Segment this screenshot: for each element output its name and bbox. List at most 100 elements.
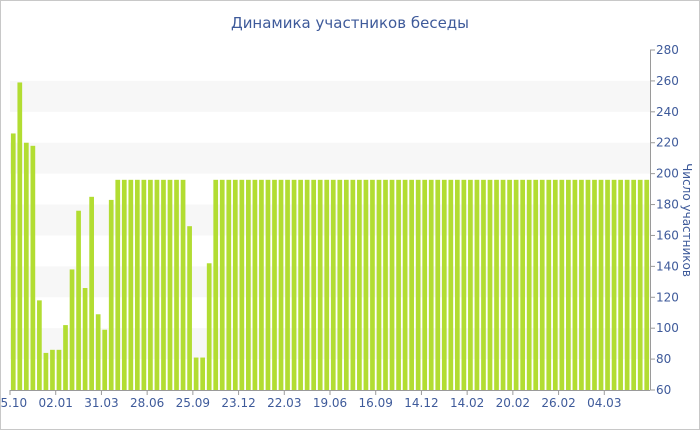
bar[interactable] bbox=[494, 179, 499, 390]
bar[interactable] bbox=[468, 179, 473, 390]
bar[interactable] bbox=[239, 179, 245, 390]
bar[interactable] bbox=[252, 179, 258, 390]
bar[interactable] bbox=[415, 179, 421, 390]
bar[interactable] bbox=[520, 179, 526, 390]
bar[interactable] bbox=[500, 179, 506, 390]
bar[interactable] bbox=[644, 179, 650, 390]
bar[interactable] bbox=[376, 179, 382, 390]
bar[interactable] bbox=[637, 179, 643, 390]
bar[interactable] bbox=[317, 179, 323, 390]
bar[interactable] bbox=[428, 179, 434, 390]
bar[interactable] bbox=[180, 179, 186, 390]
bar[interactable] bbox=[383, 179, 388, 390]
bar[interactable] bbox=[363, 179, 369, 390]
bar[interactable] bbox=[200, 357, 206, 390]
bar[interactable] bbox=[141, 179, 147, 390]
bar[interactable] bbox=[23, 142, 29, 390]
bar[interactable] bbox=[121, 179, 127, 390]
bar[interactable] bbox=[128, 179, 134, 390]
bar[interactable] bbox=[82, 288, 88, 390]
bar[interactable] bbox=[134, 179, 140, 390]
bar[interactable] bbox=[108, 199, 114, 390]
bar[interactable] bbox=[402, 179, 408, 390]
bar[interactable] bbox=[95, 314, 101, 390]
bar[interactable] bbox=[618, 179, 623, 390]
bar[interactable] bbox=[572, 179, 578, 390]
bar[interactable] bbox=[167, 179, 173, 390]
bar[interactable] bbox=[89, 196, 94, 390]
bar[interactable] bbox=[448, 179, 454, 390]
x-tick-label: 05.10 bbox=[0, 396, 27, 410]
bar[interactable] bbox=[461, 179, 467, 390]
bar[interactable] bbox=[311, 179, 317, 390]
bar[interactable] bbox=[409, 179, 414, 390]
bar[interactable] bbox=[10, 133, 16, 391]
bar[interactable] bbox=[232, 179, 238, 390]
bar[interactable] bbox=[187, 226, 192, 390]
bar[interactable] bbox=[63, 325, 68, 390]
bar[interactable] bbox=[193, 357, 199, 390]
bar[interactable] bbox=[370, 179, 375, 390]
bar[interactable] bbox=[213, 179, 219, 390]
bar[interactable] bbox=[265, 179, 271, 390]
x-tick-label: 26.02 bbox=[541, 396, 575, 410]
bar[interactable] bbox=[513, 179, 519, 390]
bar[interactable] bbox=[422, 179, 428, 390]
bar[interactable] bbox=[291, 179, 297, 390]
bar[interactable] bbox=[611, 179, 617, 390]
bar[interactable] bbox=[69, 269, 75, 390]
bar[interactable] bbox=[330, 179, 336, 390]
bar[interactable] bbox=[350, 179, 356, 390]
bar[interactable] bbox=[474, 179, 480, 390]
bar[interactable] bbox=[76, 210, 81, 390]
bar[interactable] bbox=[441, 179, 447, 390]
bar[interactable] bbox=[631, 179, 637, 390]
bar[interactable] bbox=[174, 179, 179, 390]
bar[interactable] bbox=[30, 145, 36, 390]
bar[interactable] bbox=[343, 179, 349, 390]
bar[interactable] bbox=[396, 179, 401, 390]
bar[interactable] bbox=[43, 352, 49, 390]
bar[interactable] bbox=[56, 349, 62, 390]
bar[interactable] bbox=[102, 329, 108, 390]
bar[interactable] bbox=[579, 179, 584, 390]
bar[interactable] bbox=[539, 179, 545, 390]
bar[interactable] bbox=[507, 179, 512, 390]
bar[interactable] bbox=[585, 179, 591, 390]
bar[interactable] bbox=[533, 179, 539, 390]
bar[interactable] bbox=[246, 179, 251, 390]
bar[interactable] bbox=[389, 179, 395, 390]
bar[interactable] bbox=[559, 179, 565, 390]
bar[interactable] bbox=[304, 179, 310, 390]
bar[interactable] bbox=[298, 179, 303, 390]
bar[interactable] bbox=[50, 349, 55, 390]
bar[interactable] bbox=[435, 179, 441, 390]
bar[interactable] bbox=[481, 179, 486, 390]
bar[interactable] bbox=[161, 179, 166, 390]
bar[interactable] bbox=[272, 179, 277, 390]
bar[interactable] bbox=[37, 300, 42, 390]
bar[interactable] bbox=[219, 179, 225, 390]
bar[interactable] bbox=[605, 179, 610, 390]
bar[interactable] bbox=[546, 179, 552, 390]
bar[interactable] bbox=[566, 179, 571, 390]
bar[interactable] bbox=[278, 179, 284, 390]
bar[interactable] bbox=[337, 179, 343, 390]
bar[interactable] bbox=[552, 179, 558, 390]
bar[interactable] bbox=[206, 263, 212, 390]
bar[interactable] bbox=[148, 179, 153, 390]
bar[interactable] bbox=[454, 179, 460, 390]
bar[interactable] bbox=[115, 179, 121, 390]
bar[interactable] bbox=[526, 179, 532, 390]
bar[interactable] bbox=[259, 179, 264, 390]
bar[interactable] bbox=[324, 179, 330, 390]
bar[interactable] bbox=[624, 179, 630, 390]
bar[interactable] bbox=[598, 179, 604, 390]
bar[interactable] bbox=[285, 179, 290, 390]
bar[interactable] bbox=[357, 179, 362, 390]
bar[interactable] bbox=[226, 179, 232, 390]
bar[interactable] bbox=[17, 82, 23, 391]
bar[interactable] bbox=[154, 179, 160, 390]
bar[interactable] bbox=[487, 179, 493, 390]
bar[interactable] bbox=[592, 179, 597, 390]
